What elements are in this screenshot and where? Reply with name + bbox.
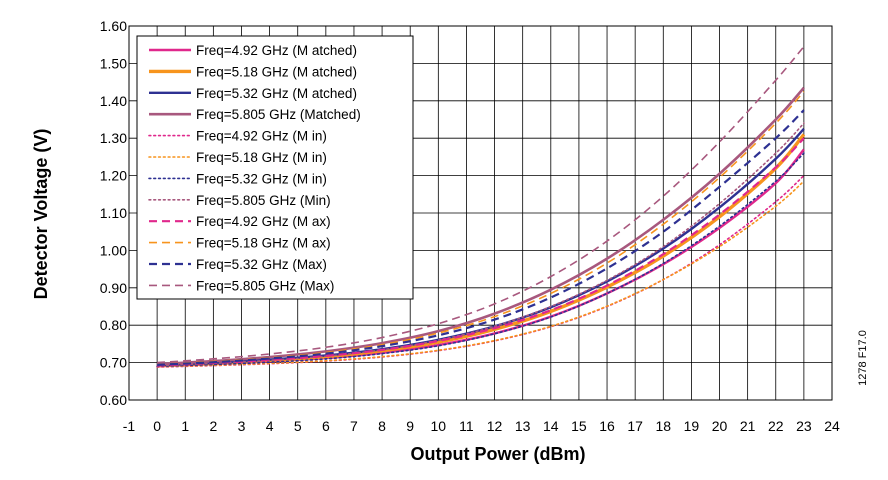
x-tick-label: 11	[459, 418, 474, 434]
y-tick-label: 1.40	[100, 93, 127, 109]
x-tick-label: 4	[266, 418, 274, 434]
y-tick-label: 0.60	[100, 392, 127, 408]
legend-label: Freq=5.805 GHz (Max)	[196, 278, 334, 293]
legend-label: Freq=4.92 GHz (M ax)	[196, 214, 331, 229]
x-tick-label: 23	[796, 418, 812, 434]
legend-box	[136, 35, 414, 300]
legend-label: Freq=5.18 GHz (M atched)	[196, 64, 357, 79]
x-tick-labels: -1 0 1 2 3 4 5 6 7 8 9 10 11 12 13 14 15 16 17 18 19 20 21 22 23…	[123, 418, 840, 434]
x-tick-label: 2	[209, 418, 217, 434]
legend: Freq=4.92 GHz (M atched) Freq=5.18 GHz (M…	[136, 35, 414, 300]
legend-label: Freq=4.92 GHz (M in)	[196, 129, 327, 144]
y-tick-label: 1.20	[100, 168, 127, 184]
x-tick-label: 5	[294, 418, 302, 434]
y-tick-label: 0.90	[100, 280, 127, 296]
y-tick-label: 1.50	[100, 55, 127, 71]
legend-label: Freq=5.18 GHz (M ax)	[196, 236, 331, 251]
x-tick-label: 24	[824, 418, 840, 434]
legend-label: Freq=5.805 GHz (Min)	[196, 193, 331, 208]
x-tick-label: 20	[712, 418, 728, 434]
legend-label: Freq=5.32 GHz (M atched)	[196, 86, 357, 101]
x-axis-title: Output Power (dBm)	[411, 444, 586, 464]
series-line-9	[157, 137, 805, 367]
figure-id: 1278 F17.0	[857, 330, 869, 386]
plot-frame	[128, 25, 833, 401]
series-line-12	[157, 46, 805, 364]
legend-label: Freq=5.18 GHz (M in)	[196, 150, 327, 165]
y-tick-label: 0.70	[100, 355, 127, 371]
x-tick-label: 22	[768, 418, 784, 434]
series-line-3	[157, 128, 805, 367]
x-tick-label: 9	[406, 418, 414, 434]
series-lines	[156, 46, 806, 368]
y-tick-label: 1.00	[100, 242, 127, 258]
legend-label: Freq=5.32 GHz (Max)	[196, 257, 327, 272]
x-tick-label: 10	[431, 418, 447, 434]
x-tick-label: 15	[571, 418, 587, 434]
x-tick-label: 3	[238, 418, 246, 434]
series-line-11	[157, 109, 805, 366]
x-tick-label: 21	[740, 418, 756, 434]
x-tick-label: 19	[684, 418, 700, 434]
x-tick-label: 13	[515, 418, 531, 434]
legend-items: Freq=4.92 GHz (M atched) Freq=5.18 GHz (M…	[148, 43, 361, 293]
series-line-8	[156, 122, 805, 367]
series-line-10	[157, 90, 805, 366]
y-tick-label: 1.60	[100, 18, 127, 34]
y-tick-label: 0.80	[100, 317, 127, 333]
y-tick-label: 1.10	[100, 205, 127, 221]
x-tick-label: 7	[350, 418, 358, 434]
x-tick-label: -1	[123, 418, 136, 434]
x-tick-label: 17	[627, 418, 643, 434]
y-axis-title: Detector Voltage (V)	[31, 129, 51, 300]
series-line-4	[157, 86, 805, 366]
x-tick-label: 14	[543, 418, 559, 434]
x-tick-label: 12	[487, 418, 503, 434]
legend-label: Freq=5.805 GHz (Matched)	[196, 107, 361, 122]
x-tick-label: 1	[181, 418, 189, 434]
x-tick-label: 8	[378, 418, 386, 434]
x-tick-label: 6	[322, 418, 330, 434]
x-tick-label: 18	[655, 418, 671, 434]
y-tick-labels: 0.60 0.70 0.80 0.90 1.00 1.10 1.20 1.30 1.40 1.50…	[100, 18, 127, 408]
series-line-6	[156, 180, 805, 368]
legend-label: Freq=4.92 GHz (M atched)	[196, 43, 357, 58]
x-tick-label: 16	[599, 418, 615, 434]
series-line-7	[156, 152, 805, 368]
x-tick-label: 0	[153, 418, 161, 434]
y-tick-label: 1.30	[100, 130, 127, 146]
legend-label: Freq=5.32 GHz (M in)	[196, 171, 327, 186]
